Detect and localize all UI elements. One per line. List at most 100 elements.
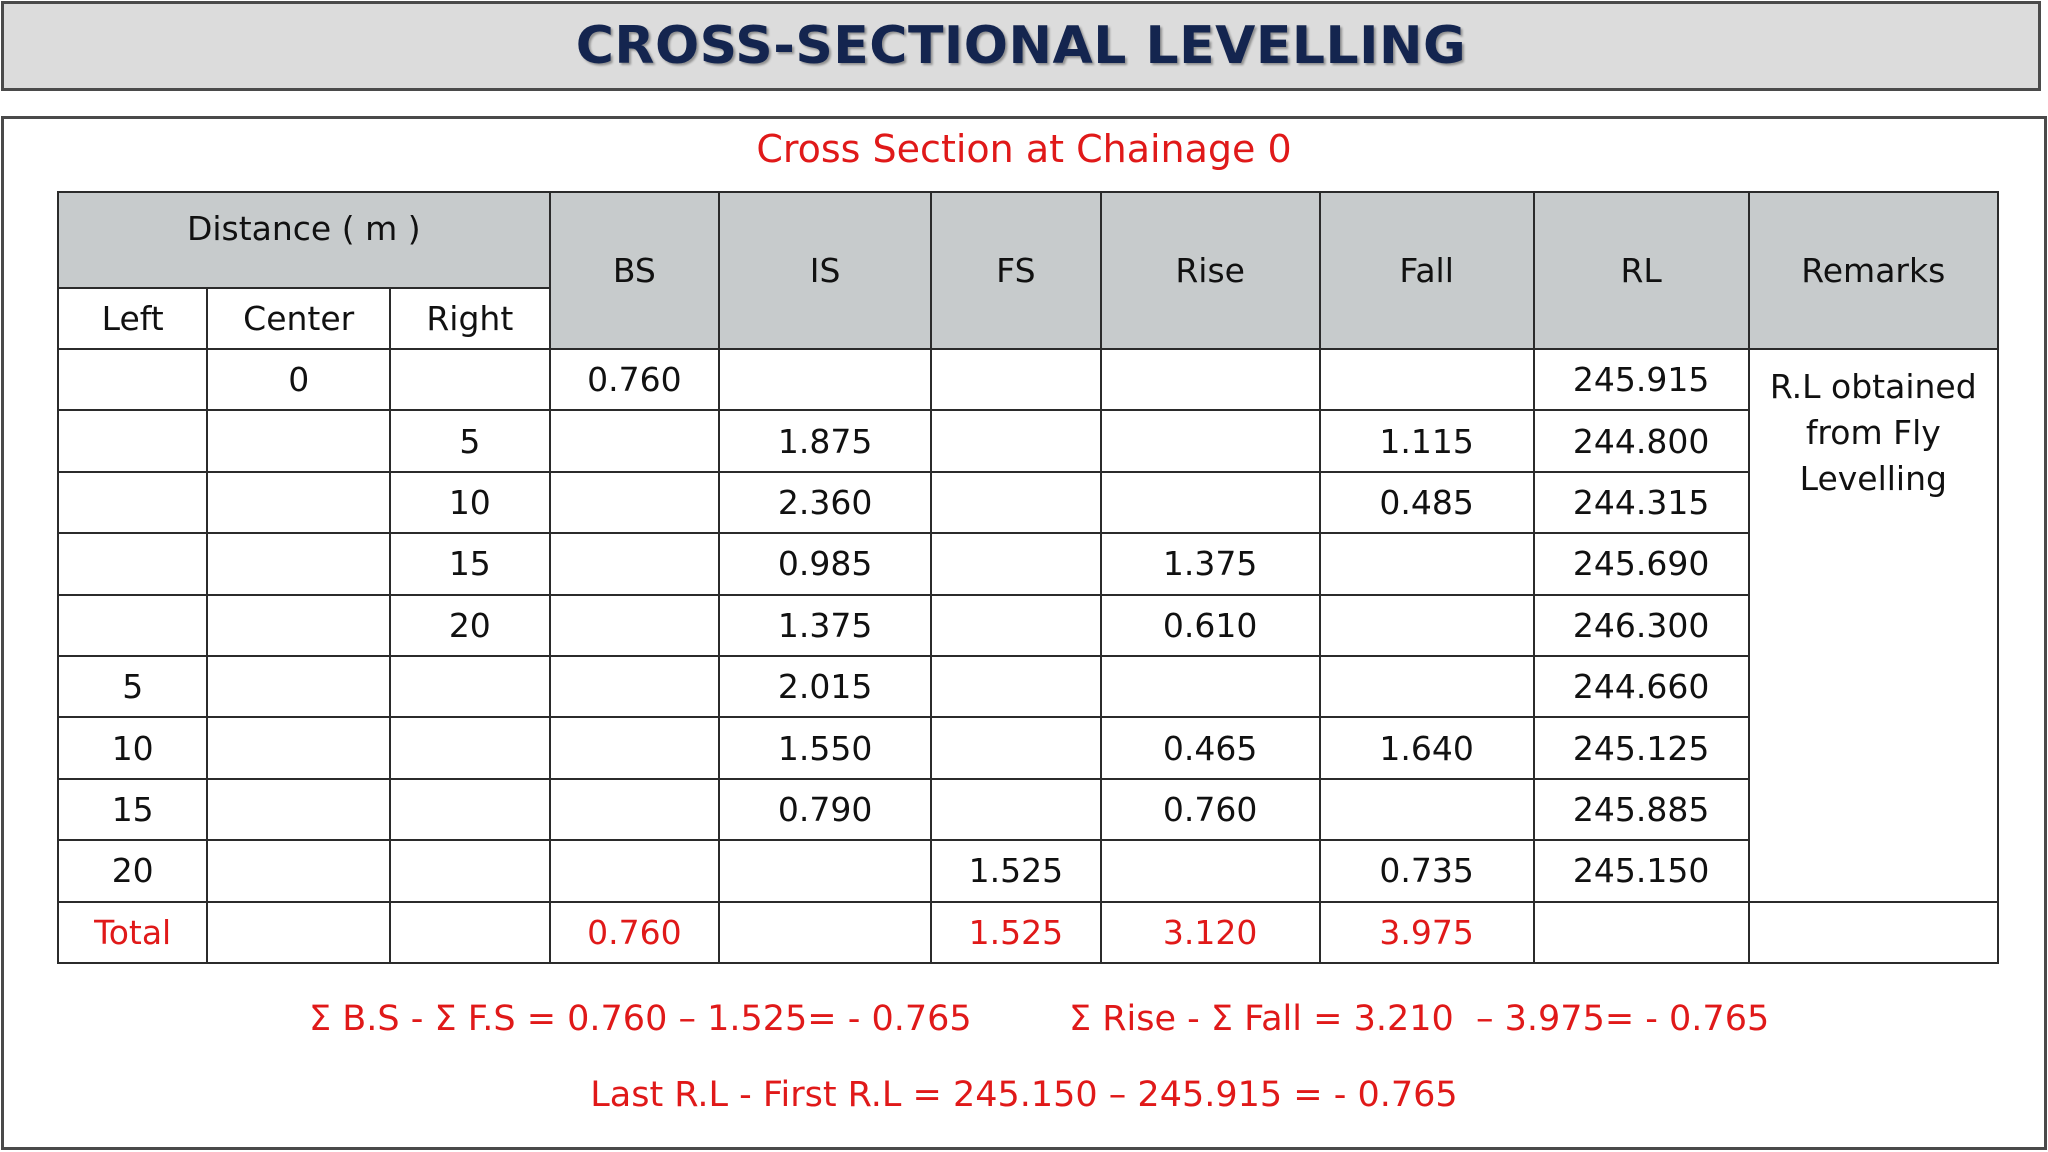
cell-rl: 244.660	[1532, 654, 1750, 719]
cell-right: 5	[389, 409, 551, 473]
cell-fall: 0.735	[1318, 839, 1535, 903]
cell-left	[56, 409, 209, 473]
cell-bs: 0.760	[548, 347, 721, 412]
remarks-line: Levelling	[1799, 459, 1947, 498]
cell-left	[56, 470, 209, 535]
subheader-row: Left Center Right	[56, 287, 1998, 350]
cell-fs	[930, 347, 1102, 412]
cell-center	[206, 409, 392, 473]
total-remarks	[1747, 900, 2000, 964]
total-row: Total 0.760 1.525 3.120 3.975	[56, 900, 2000, 964]
cell-left	[56, 593, 209, 657]
cell-rise: 0.610	[1099, 593, 1321, 657]
cell-bs	[548, 532, 721, 596]
cell-center	[206, 777, 392, 842]
title-bar: CROSS-SECTIONAL LEVELLING	[1, 1, 2041, 91]
table-row: 15 0.985 1.375 245.690	[56, 532, 1998, 596]
total-center	[206, 900, 392, 964]
cell-center	[206, 532, 392, 596]
cell-fs	[930, 409, 1102, 473]
header-center: Center	[206, 287, 392, 350]
header-distance: Distance ( m )	[57, 191, 551, 289]
table-row: 10 1.550 0.465 1.640 245.125	[56, 716, 1998, 780]
cell-rise	[1099, 839, 1321, 903]
cell-bs	[548, 654, 721, 719]
cell-fs	[930, 593, 1102, 657]
cell-left: 10	[56, 716, 209, 780]
section-subtitle: Cross Section at Chainage 0	[756, 127, 1292, 171]
total-rise: 3.120	[1099, 900, 1321, 964]
cell-right	[389, 654, 551, 719]
table-row: 20 1.525 0.735 245.150	[56, 839, 1998, 903]
cell-is: 2.015	[718, 654, 933, 719]
cell-center	[206, 839, 392, 903]
cell-bs	[548, 716, 721, 780]
cell-rl: 244.315	[1532, 470, 1750, 535]
cell-rl: 246.300	[1532, 593, 1750, 657]
cell-fall	[1318, 777, 1535, 842]
cell-bs	[548, 777, 721, 842]
cell-fall	[1318, 532, 1535, 596]
cell-left: 15	[56, 777, 209, 842]
cell-is	[718, 839, 933, 903]
cell-rl: 245.915	[1532, 347, 1750, 412]
cell-rise: 0.465	[1099, 716, 1321, 780]
table-row: 20 1.375 0.610 246.300	[56, 593, 1998, 657]
cell-rise: 0.760	[1099, 777, 1321, 842]
header-remarks: Remarks	[1747, 191, 2000, 350]
cell-bs	[548, 409, 721, 473]
cell-fs	[930, 716, 1102, 780]
cell-is: 1.550	[718, 716, 933, 780]
total-is	[718, 900, 933, 964]
cell-rise	[1099, 347, 1321, 412]
header-rl: RL	[1532, 191, 1750, 350]
cell-right: 15	[389, 532, 551, 596]
cell-rl: 244.800	[1532, 409, 1750, 473]
cell-fall: 1.115	[1318, 409, 1535, 473]
header-is: IS	[718, 191, 933, 350]
cell-center	[206, 716, 392, 780]
remarks-line: R.L obtained	[1769, 367, 1977, 406]
cell-right	[389, 777, 551, 842]
table-row: 15 0.790 0.760 245.885	[56, 777, 1998, 842]
cell-bs	[548, 839, 721, 903]
cell-rl: 245.690	[1532, 532, 1750, 596]
content-panel: Cross Section at Chainage 0 Distance ( m…	[1, 116, 2047, 1150]
cell-rl: 245.150	[1532, 839, 1750, 903]
cell-is	[718, 347, 933, 412]
check-bs-fs: Σ B.S - Σ F.S = 0.760 – 1.525= - 0.765	[309, 999, 972, 1039]
header-bs: BS	[548, 191, 721, 350]
total-label: Total	[56, 900, 209, 964]
cell-right	[389, 839, 551, 903]
total-rl	[1532, 900, 1750, 964]
cell-rise	[1099, 470, 1321, 535]
header-rise: Rise	[1099, 191, 1321, 350]
header-right: Right	[389, 287, 551, 350]
table-row: 0 0.760 245.915 R.L obtained from Fly Le…	[56, 347, 2000, 903]
cell-fs	[930, 777, 1102, 842]
cell-rl: 245.125	[1532, 716, 1750, 780]
cell-center	[206, 470, 392, 535]
header-fall: Fall	[1318, 191, 1535, 350]
cell-bs	[548, 470, 721, 535]
header-left: Left	[56, 287, 209, 350]
cell-right	[389, 347, 551, 412]
cell-fs	[930, 654, 1102, 719]
check-rl: Last R.L - First R.L = 245.150 – 245.915…	[590, 1075, 1458, 1115]
cell-is: 0.985	[718, 532, 933, 596]
cell-bs	[548, 593, 721, 657]
total-fall: 3.975	[1318, 900, 1535, 964]
cell-is: 2.360	[718, 470, 933, 535]
levelling-table: Distance ( m ) BS IS FS Rise Fall RL Rem…	[56, 191, 2000, 964]
cell-left: 5	[56, 654, 209, 719]
cell-fs	[930, 470, 1102, 535]
cell-right: 10	[389, 470, 551, 535]
table-row: 5 2.015 244.660	[56, 654, 1998, 719]
cell-fall	[1318, 654, 1535, 719]
cell-fall: 1.640	[1318, 716, 1535, 780]
total-fs: 1.525	[930, 900, 1102, 964]
header-fs: FS	[930, 191, 1102, 350]
cell-rise	[1099, 409, 1321, 473]
cell-fall	[1318, 593, 1535, 657]
remarks-line: from Fly	[1805, 413, 1941, 452]
